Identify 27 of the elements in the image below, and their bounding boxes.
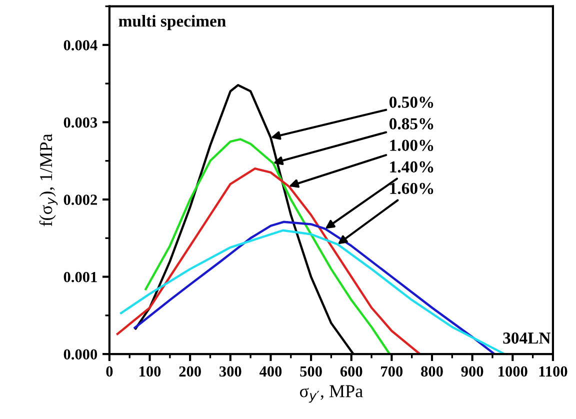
annotation: 0.85% — [389, 118, 434, 130]
line-series — [144, 138, 391, 354]
x-axis-title: σ$_{y′}$, MPa — [300, 385, 363, 403]
x-tick-label: 700 — [381, 366, 403, 377]
y-tick-label: 0.004 — [64, 40, 98, 50]
y-axis-title: f(σ$_{y}$), 1/MPa — [39, 134, 58, 226]
annotation: 304LN — [503, 332, 551, 344]
y-tick-label: 0.002 — [64, 194, 97, 206]
annotation: 1.00% — [390, 140, 434, 152]
y-tick-label: 0.003 — [64, 117, 98, 128]
x-tick-label: 600 — [340, 366, 362, 377]
annotation: 1.40% — [390, 161, 434, 173]
y-tick-label: 0.001 — [64, 272, 97, 282]
annotation: 1.60% — [390, 182, 434, 194]
annotation: multi specimen — [118, 14, 226, 30]
x-tick-label: 900 — [461, 366, 484, 377]
x-tick-label: 1100 — [539, 366, 568, 377]
annotation: 0.50% — [389, 96, 434, 108]
x-tick-label: 400 — [259, 366, 282, 377]
x-tick-label: 500 — [300, 366, 322, 377]
y-tick-label: 0.000 — [64, 349, 98, 360]
x-tick-label: 300 — [220, 366, 242, 377]
x-tick-label: 100 — [140, 366, 161, 377]
x-tick-label: 0 — [106, 366, 113, 377]
x-tick-label: 800 — [421, 366, 443, 377]
x-tick-label: 1000 — [498, 366, 528, 377]
x-tick-label: 200 — [179, 366, 201, 377]
